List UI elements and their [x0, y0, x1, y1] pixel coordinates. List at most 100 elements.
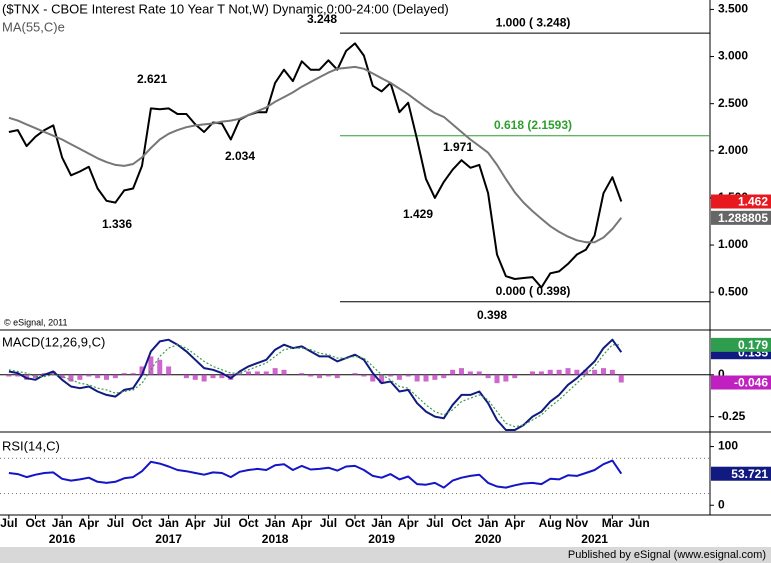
histogram-bar — [183, 374, 189, 379]
ma-legend: MA(55,C)e — [2, 19, 65, 34]
histogram-bar — [237, 373, 243, 375]
x-tick-label: Jan — [265, 516, 286, 530]
histogram-bar — [246, 371, 251, 375]
x-tick-label: Apr — [291, 516, 312, 530]
series-line — [8, 459, 623, 489]
histogram-bar — [352, 373, 358, 375]
chart-title: ($TNX - CBOE Interest Rate 10 Year T Not… — [2, 1, 449, 16]
histogram-bar — [77, 374, 83, 380]
histogram-bar — [530, 371, 535, 375]
histogram-bar — [219, 374, 225, 379]
value-tag — [711, 375, 771, 390]
y-tick-label: 0.500 — [718, 284, 748, 298]
y-tick-label: 2.500 — [718, 96, 748, 110]
histogram-bar — [148, 356, 154, 375]
x-tick-label: Jul — [0, 516, 17, 530]
x-tick-label: Apr — [398, 516, 419, 530]
year-label: 2017 — [155, 532, 182, 546]
x-tick-label: Apr — [185, 516, 206, 530]
y-tick-label: 100 — [718, 439, 738, 453]
histogram-bar — [574, 369, 580, 375]
histogram-bar — [317, 374, 322, 379]
rsi-label: RSI(14,C) — [2, 438, 60, 453]
x-tick-label: Jan — [52, 516, 73, 530]
x-tick-label: Jun — [628, 516, 649, 530]
value-tag-label: -0.046 — [734, 376, 768, 390]
histogram-bar — [334, 374, 340, 379]
histogram-bar — [15, 374, 21, 377]
year-label: 2016 — [49, 532, 76, 546]
pivot-label: 3.248 — [307, 12, 337, 26]
series-line — [8, 338, 623, 431]
histogram-bar — [139, 366, 145, 375]
histogram-bar — [485, 374, 491, 379]
histogram-bar — [583, 369, 589, 375]
macd-label: MACD(12,26,9,C) — [2, 334, 105, 349]
histogram-bar — [441, 374, 447, 379]
histogram-bar — [379, 374, 385, 384]
histogram-bar — [263, 371, 269, 375]
year-label: 2019 — [368, 532, 395, 546]
x-tick-label: Oct — [25, 516, 45, 530]
value-tag-label: 1.462 — [738, 195, 768, 209]
pivot-label: 2.034 — [225, 149, 255, 163]
value-tag — [711, 210, 771, 225]
pivot-label: 0.398 — [477, 308, 507, 322]
x-tick-label: Jan — [158, 516, 179, 530]
footer-bar — [0, 547, 771, 563]
series-line — [8, 42, 623, 289]
histogram-bar — [556, 369, 562, 375]
histogram-bar — [361, 374, 367, 377]
year-label: 2020 — [475, 532, 502, 546]
histogram-bar — [325, 374, 331, 377]
histogram-bar — [201, 374, 207, 382]
x-tick-label: Oct — [451, 516, 471, 530]
y-tick-label: 1.000 — [718, 237, 748, 251]
histogram-bar — [272, 368, 278, 375]
value-tag-label: 53.721 — [731, 467, 768, 481]
x-tick-label: Apr — [504, 516, 525, 530]
histogram-bar — [254, 371, 260, 375]
histogram-bar — [95, 374, 101, 379]
histogram-bar — [494, 374, 500, 384]
histogram-bar — [166, 366, 172, 375]
footer: Published by eSignal (www.esignal.com) — [568, 549, 766, 561]
histogram-bar — [618, 374, 624, 383]
histogram-bar — [59, 374, 65, 379]
x-tick-label: Oct — [238, 516, 258, 530]
histogram-bar — [592, 369, 598, 375]
histogram-bar — [299, 373, 305, 375]
y-tick-label: 0 — [718, 497, 725, 511]
value-tag — [711, 337, 771, 352]
y-tick-label: 0 — [718, 367, 725, 381]
histogram-bar — [476, 371, 482, 375]
histogram-bar — [450, 369, 456, 375]
histogram-bar — [609, 369, 615, 375]
histogram-bar — [423, 374, 429, 382]
histogram-bar — [565, 368, 571, 375]
y-tick-label: -0.25 — [718, 409, 746, 423]
x-tick-label: Apr — [78, 516, 99, 530]
x-tick-label: Oct — [345, 516, 365, 530]
histogram-bar — [467, 371, 473, 375]
x-tick-label: Nov — [566, 516, 589, 530]
pivot-label: 1.336 — [102, 217, 132, 231]
y-tick-label: 3.000 — [718, 49, 748, 63]
histogram-bar — [130, 373, 136, 375]
x-tick-label: Jul — [213, 516, 230, 530]
histogram-bar — [503, 374, 509, 382]
fib-label: 0.618 (2.1593) — [494, 118, 572, 132]
histogram-bar — [33, 374, 38, 379]
histogram-bar — [396, 374, 402, 380]
histogram-bar — [601, 368, 606, 375]
fib-label: 1.000 ( 3.248) — [496, 15, 571, 29]
histogram-bar — [414, 374, 420, 382]
histogram-bar — [210, 374, 216, 379]
pivot-label: 1.971 — [443, 140, 473, 154]
series-line — [8, 344, 622, 428]
histogram-bar — [86, 374, 92, 377]
x-tick-label: Jul — [426, 516, 443, 530]
histogram-bar — [405, 374, 411, 377]
